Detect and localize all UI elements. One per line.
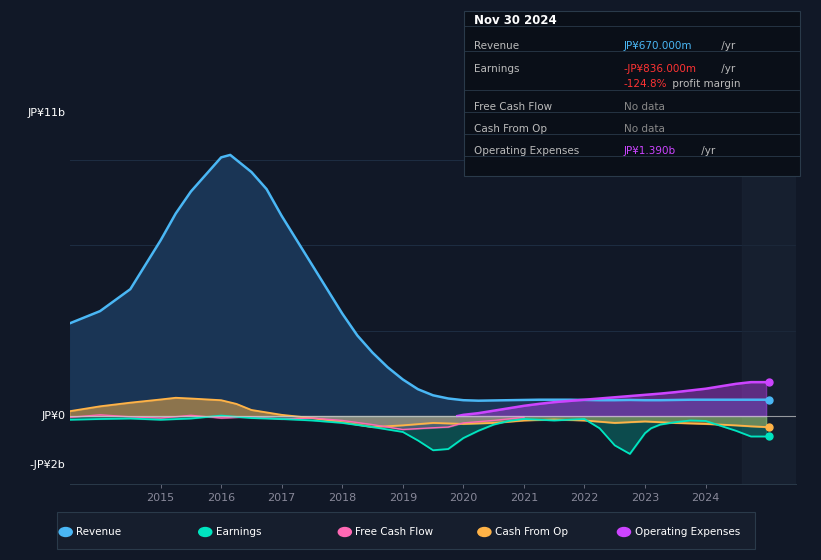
Text: /yr: /yr [698, 146, 715, 156]
Bar [742, 123, 796, 484]
Text: -124.8%: -124.8% [624, 80, 667, 89]
Text: Revenue: Revenue [76, 527, 122, 537]
Text: Operating Expenses: Operating Expenses [635, 527, 740, 537]
Text: Cash From Op: Cash From Op [495, 527, 568, 537]
Text: Cash From Op: Cash From Op [474, 124, 547, 134]
Text: -JP¥2b: -JP¥2b [30, 460, 66, 470]
Text: Free Cash Flow: Free Cash Flow [355, 527, 433, 537]
Text: JP¥670.000m: JP¥670.000m [624, 41, 692, 51]
Text: profit margin: profit margin [669, 80, 741, 89]
Text: /yr: /yr [718, 64, 736, 73]
Text: No data: No data [624, 102, 665, 112]
Text: No data: No data [624, 124, 665, 134]
Text: JP¥0: JP¥0 [42, 411, 66, 421]
Text: Nov 30 2024: Nov 30 2024 [474, 13, 557, 26]
Text: Revenue: Revenue [474, 41, 519, 51]
Text: JP¥11b: JP¥11b [28, 108, 66, 118]
Text: Free Cash Flow: Free Cash Flow [474, 102, 552, 112]
Text: /yr: /yr [718, 41, 736, 51]
Text: Earnings: Earnings [216, 527, 261, 537]
Text: JP¥1.390b: JP¥1.390b [624, 146, 676, 156]
Text: Operating Expenses: Operating Expenses [474, 146, 579, 156]
Text: -JP¥836.000m: -JP¥836.000m [624, 64, 697, 73]
Text: Earnings: Earnings [474, 64, 519, 73]
